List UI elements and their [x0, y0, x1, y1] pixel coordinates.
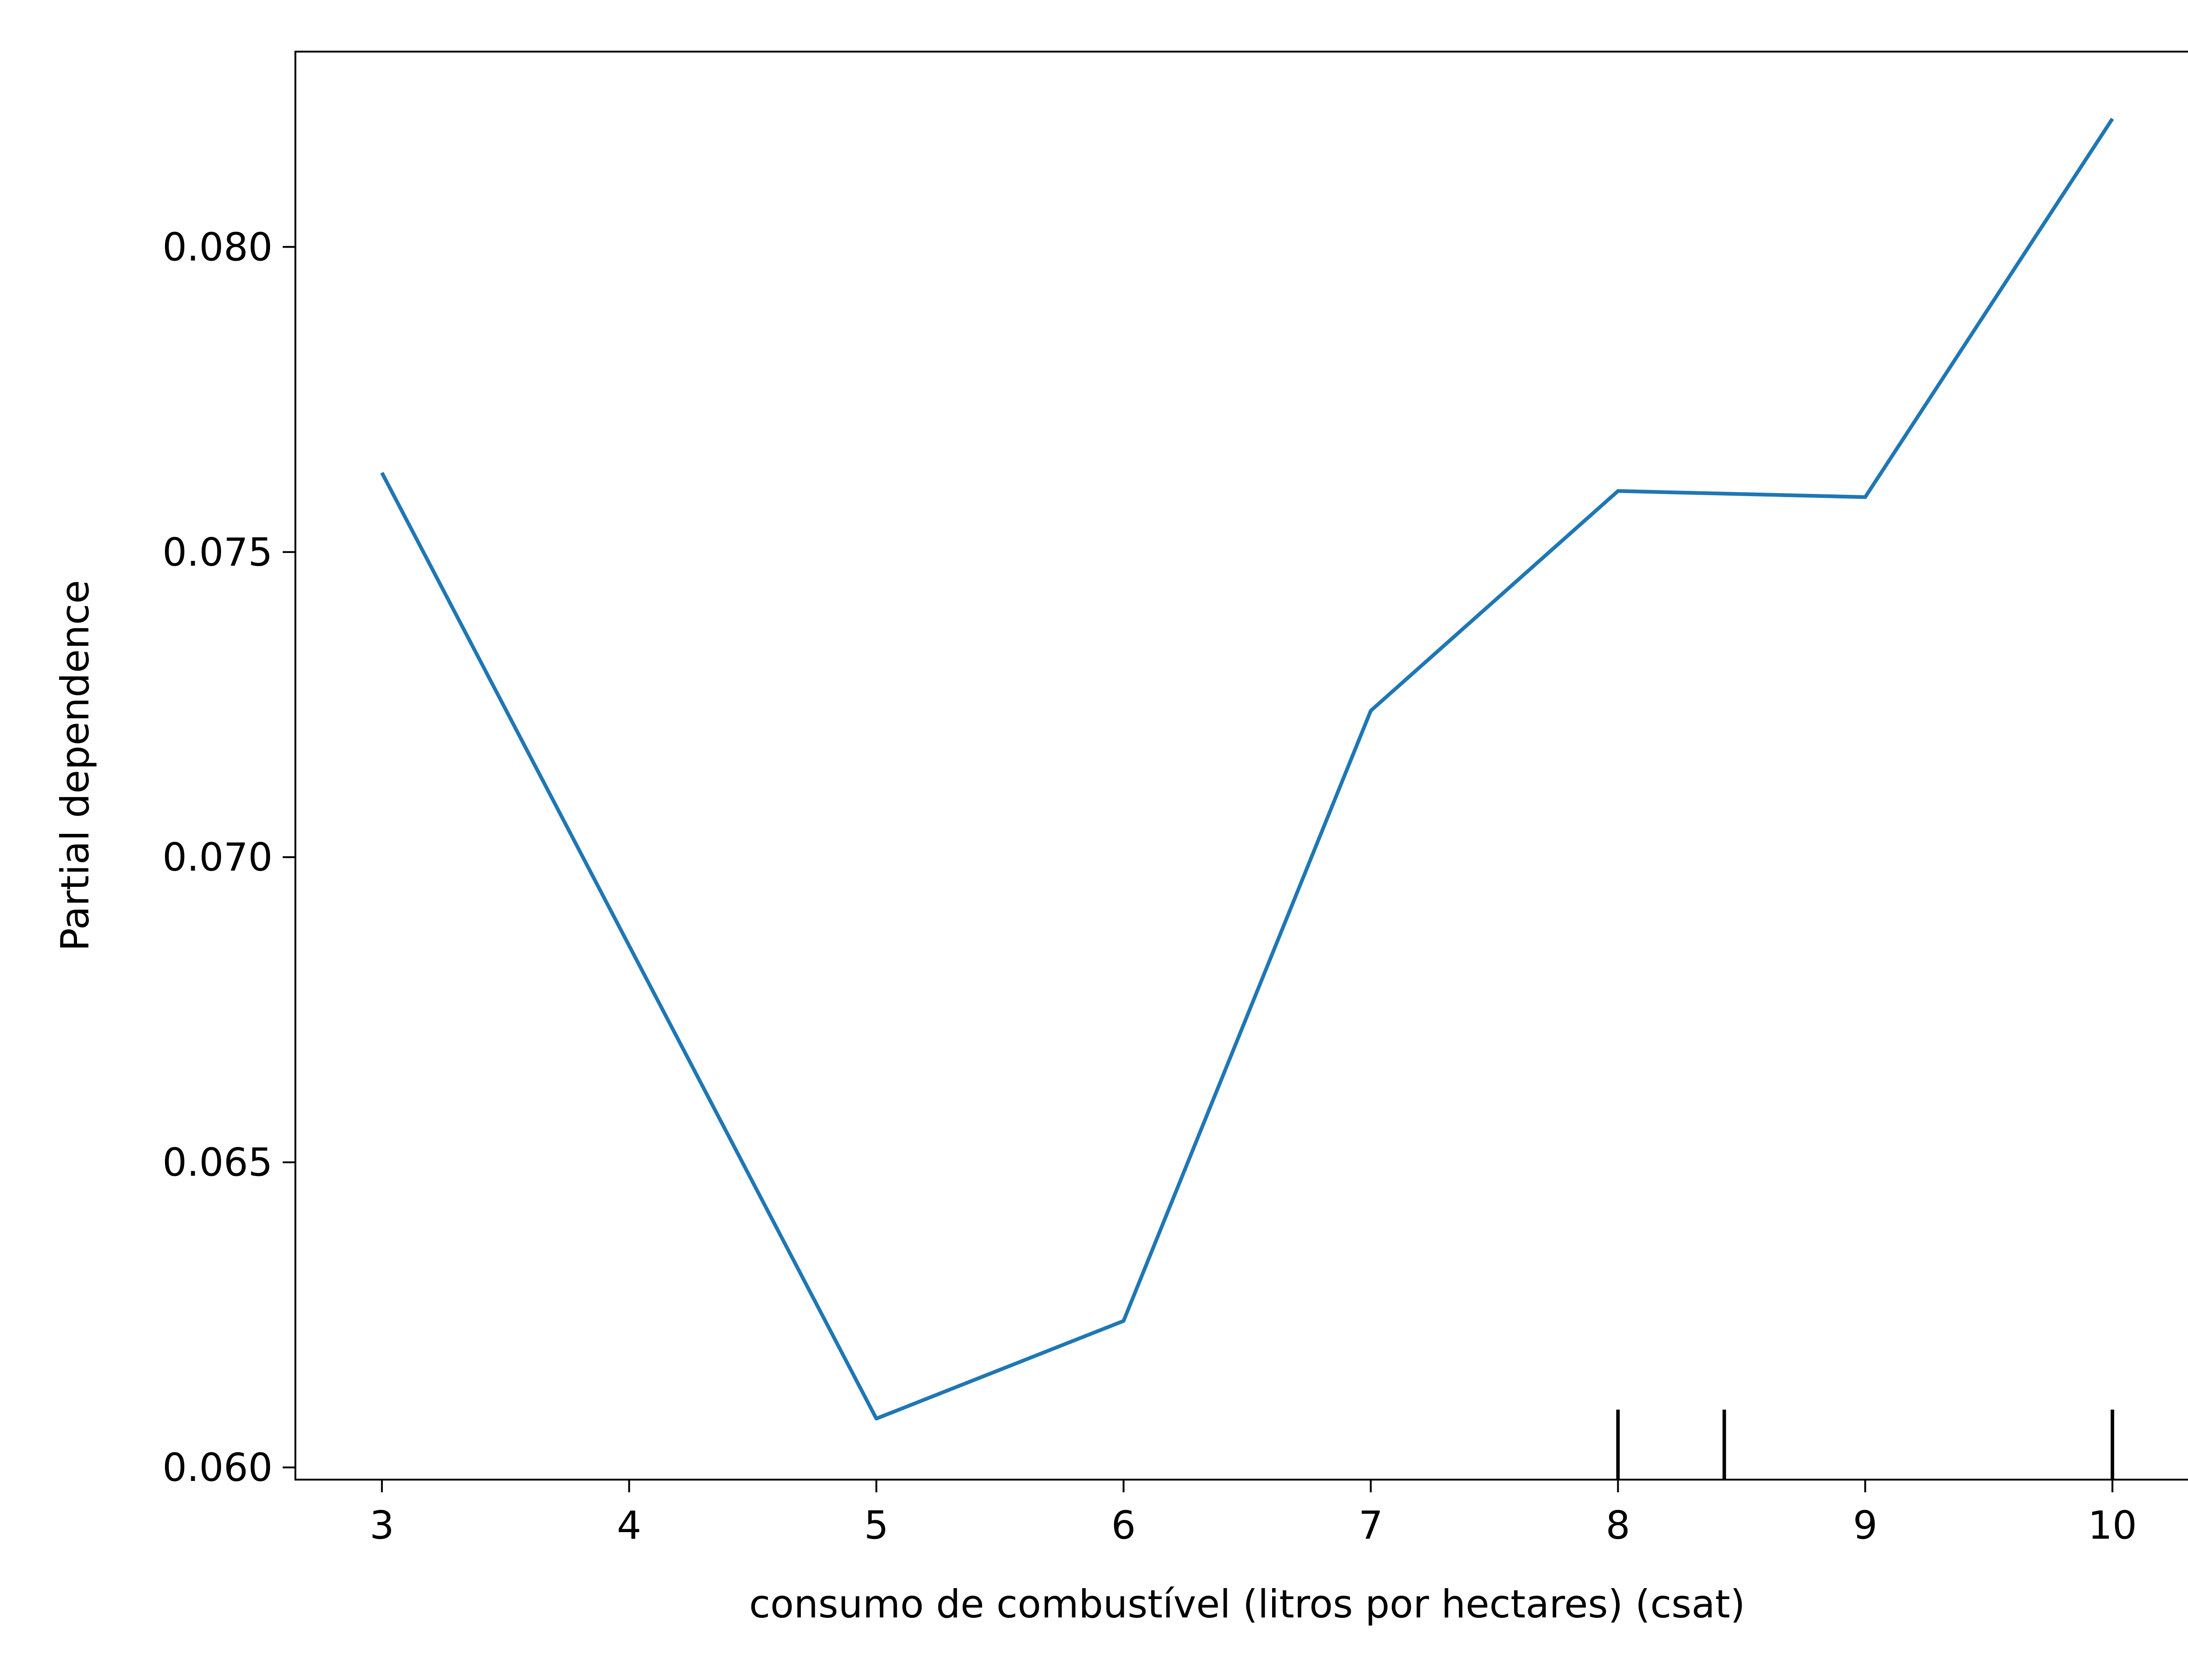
x-tick-label: 5: [864, 1503, 889, 1548]
y-axis-ticks: 0.060 0.065 0.070 0.075 0.080: [162, 224, 295, 1490]
x-axis-ticks: 3 4 5 6 7 8 9 10: [370, 1480, 2137, 1548]
y-axis-label: Partial dependence: [53, 580, 98, 952]
plot-frame: [294, 50, 2188, 1481]
plot-area-background: [295, 52, 2188, 1480]
x-tick-label: 6: [1112, 1503, 1136, 1548]
x-tick-label: 3: [370, 1503, 394, 1548]
rug-ticks: [1616, 1410, 2114, 1480]
x-tick-label: 4: [617, 1503, 642, 1548]
x-tick-label: 8: [1606, 1503, 1630, 1548]
y-tick-label: 0.075: [162, 530, 273, 575]
y-tick-label: 0.080: [162, 224, 273, 270]
y-tick-label: 0.070: [162, 835, 273, 880]
series-lines: [380, 118, 2114, 1421]
x-tick-label: 9: [1853, 1503, 1877, 1548]
x-axis-label: consumo de combustível (litros por hecta…: [749, 1582, 1745, 1627]
y-tick-label: 0.065: [162, 1140, 273, 1185]
x-tick-label: 10: [2088, 1503, 2137, 1548]
y-tick-label: 0.060: [162, 1445, 273, 1490]
x-tick-label: 7: [1358, 1503, 1383, 1548]
